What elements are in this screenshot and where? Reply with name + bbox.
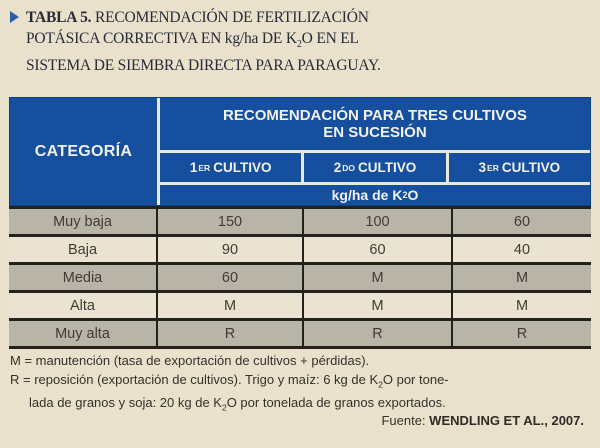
source-citation: Fuente: WENDLING ET AL., 2007. <box>381 413 584 428</box>
value-cell: 60 <box>451 209 591 234</box>
table-header: CATEGORÍA RECOMENDACIÓN PARA TRES CULTIV… <box>9 97 591 206</box>
value-cell: R <box>156 321 302 346</box>
header-categoria: CATEGORÍA <box>10 98 157 205</box>
value-cell: 60 <box>156 265 302 290</box>
title-line-3: SISTEMA DE SIEMBRA DIRECTA PARA PARAGUAY… <box>26 57 381 75</box>
footnote-r-line1: R = reposición (exportación de cultivos)… <box>10 371 449 390</box>
category-cell: Muy alta <box>55 325 110 342</box>
header-cultivo-3: 3 ER CULTIVO <box>448 153 590 182</box>
k2o-subscript: 2 <box>221 402 227 413</box>
value-cell: M <box>302 265 451 290</box>
category-cell: Baja <box>67 241 98 258</box>
table-row-alta: Alta M M M <box>9 293 591 321</box>
title-line-1: TABLA 5. RECOMENDACIÓN DE FERTILIZACIÓN <box>26 7 381 28</box>
value-cell: M <box>156 293 302 318</box>
title-line-2: POTÁSICA CORRECTIVA EN kg/ha DE K2O EN E… <box>26 30 359 51</box>
value-cell: 150 <box>156 209 302 234</box>
footnotes: M = manutención (tasa de exportación de … <box>10 352 592 417</box>
table-title-block: TABLA 5. RECOMENDACIÓN DE FERTILIZACIÓN … <box>10 7 470 76</box>
source-label: Fuente: <box>381 413 426 428</box>
value-cell: R <box>302 321 451 346</box>
k2o-subscript: 2 <box>378 379 383 390</box>
value-cell: R <box>451 321 591 346</box>
value-cell: M <box>451 265 591 290</box>
table-row-baja: Baja 90 60 40 <box>9 237 591 265</box>
k2o-subscript: 2 <box>296 39 302 51</box>
value-cell: M <box>451 293 591 318</box>
table-row-muy-alta: Muy alta R R R <box>9 321 591 349</box>
title-rest: RECOMENDACIÓN DE FERTILIZACIÓN <box>94 9 369 26</box>
triangle-bullet-icon <box>10 11 19 23</box>
title-tag: TABLA 5. <box>26 9 92 26</box>
value-cell: 100 <box>302 209 451 234</box>
table-row-muy-baja: Muy baja 150 100 60 <box>9 209 591 237</box>
k2o-subscript: 2 <box>402 190 408 200</box>
footnote-r-line2: lada de granos y soja: 20 kg de K2O por … <box>29 394 446 413</box>
value-cell: 40 <box>451 237 591 262</box>
category-cell: Media <box>62 269 103 286</box>
header-group: RECOMENDACIÓN PARA TRES CULTIVOS EN SUCE… <box>160 98 590 150</box>
category-cell: Alta <box>70 297 95 314</box>
value-cell: 90 <box>156 237 302 262</box>
table-body: Muy baja 150 100 60 Baja 90 60 40 Media … <box>9 206 591 349</box>
table-title: TABLA 5. RECOMENDACIÓN DE FERTILIZACIÓN … <box>26 7 381 76</box>
fertilization-table: CATEGORÍA RECOMENDACIÓN PARA TRES CULTIV… <box>9 97 591 349</box>
value-cell: M <box>302 293 451 318</box>
category-cell: Muy baja <box>53 213 112 230</box>
source-value: WENDLING ET AL., 2007. <box>429 413 584 428</box>
header-cultivo-1: 1 ER CULTIVO <box>160 153 302 182</box>
footnote-m: M = manutención (tasa de exportación de … <box>10 353 370 368</box>
value-cell: 60 <box>302 237 451 262</box>
table-row-media: Media 60 M M <box>9 265 591 293</box>
header-cultivo-2: 2 DO CULTIVO <box>304 153 446 182</box>
